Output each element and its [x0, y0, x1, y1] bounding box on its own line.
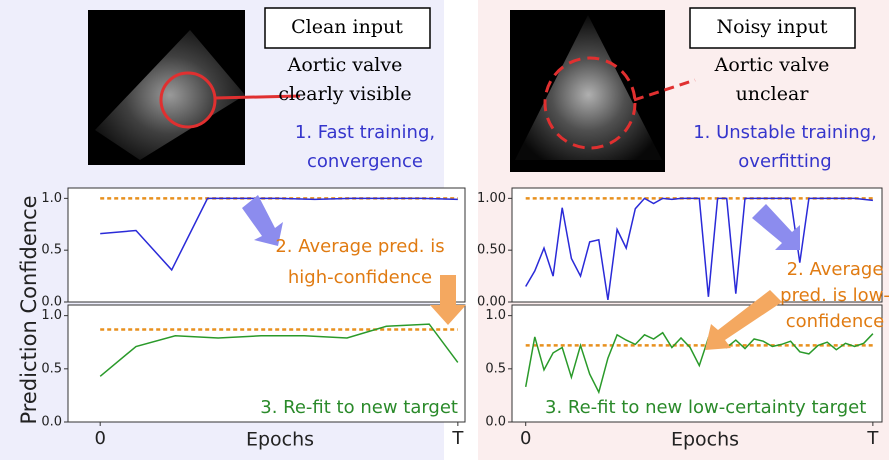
step-one: 1. Unstable training,	[693, 122, 877, 143]
input-label-box	[689, 7, 856, 49]
step-one: convergence	[307, 151, 423, 172]
prediction-line	[524, 331, 874, 395]
x-axis-label: Epochs	[671, 429, 739, 451]
y-tick-label: 0.0	[41, 415, 62, 430]
y-tick-label: 1.0	[41, 308, 62, 323]
y-tick-label: 0.00	[477, 295, 506, 310]
input-label-box	[264, 7, 431, 49]
x-axis-label: Epochs	[246, 429, 314, 451]
x-tick-label: T	[866, 428, 879, 449]
input-label: Clean input	[291, 16, 403, 38]
y-tick-label: 0.5	[41, 243, 62, 258]
plot-area	[511, 187, 883, 303]
y-tick-label: 0.0	[41, 295, 62, 310]
x-tick-label: 0	[520, 428, 531, 449]
plot-area	[67, 187, 466, 303]
valve-note: clearly visible	[278, 83, 411, 105]
prediction-line	[525, 197, 873, 301]
x-tick-label: T	[451, 428, 464, 449]
arrow	[430, 275, 466, 325]
valve-note: unclear	[736, 83, 810, 105]
y-tick-label: 1.00	[477, 191, 506, 206]
valve-note: Aortic valve	[287, 54, 403, 76]
valve-circle	[159, 71, 217, 129]
plot-area	[511, 304, 883, 423]
pointer-line	[214, 94, 301, 100]
y-axis-label: Prediction Confidence	[17, 195, 41, 424]
x-tick-label: 0	[94, 428, 105, 449]
step-three: 3. Re-fit to new low-certainty target	[545, 397, 866, 418]
annotations: Clean input Aortic valve clearly visible 1.…	[17, 16, 889, 451]
step-two: 2. Average pred. is	[275, 236, 444, 257]
valve-circle	[543, 56, 637, 150]
y-tick-label: 0.0	[485, 415, 506, 430]
y-tick-label: 1.0	[485, 308, 506, 323]
plot-area	[67, 304, 466, 423]
arrow	[242, 195, 283, 246]
arrow	[705, 290, 782, 350]
y-tick-label: 1.0	[41, 191, 62, 206]
valve-note: Aortic valve	[714, 54, 830, 76]
arrow	[752, 204, 800, 250]
step-one: 1. Fast training,	[295, 122, 435, 143]
y-tick-label: 0.5	[41, 361, 62, 376]
step-two: confidence	[786, 311, 885, 332]
y-tick-label: 0.50	[477, 243, 506, 258]
charts: 0.00.51.00.00.51.00 T0.000.501.000.00.51.…	[41, 187, 883, 449]
y-tick-label: 0.5	[485, 361, 506, 376]
step-three: 3. Re-fit to new target	[260, 397, 458, 418]
prediction-line	[99, 323, 459, 377]
input-label: Noisy input	[716, 16, 827, 38]
prediction-line	[100, 197, 458, 272]
pointer-line	[633, 78, 696, 102]
step-one: overfitting	[738, 151, 831, 172]
step-two: high-confidence	[288, 267, 432, 288]
echo-cone	[95, 30, 245, 160]
step-two: 2. Average	[787, 259, 884, 280]
step-two: pred. is low-	[780, 285, 889, 306]
